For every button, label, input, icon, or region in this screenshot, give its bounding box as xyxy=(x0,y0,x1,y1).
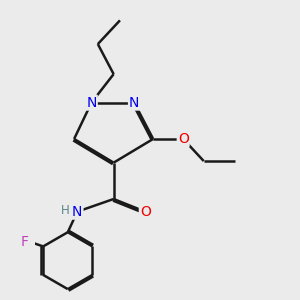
Text: N: N xyxy=(129,96,140,110)
Text: F: F xyxy=(20,235,28,249)
Text: O: O xyxy=(178,132,189,146)
Text: O: O xyxy=(140,205,151,219)
Text: H: H xyxy=(61,204,70,217)
Text: N: N xyxy=(72,205,83,219)
Text: N: N xyxy=(86,96,97,110)
